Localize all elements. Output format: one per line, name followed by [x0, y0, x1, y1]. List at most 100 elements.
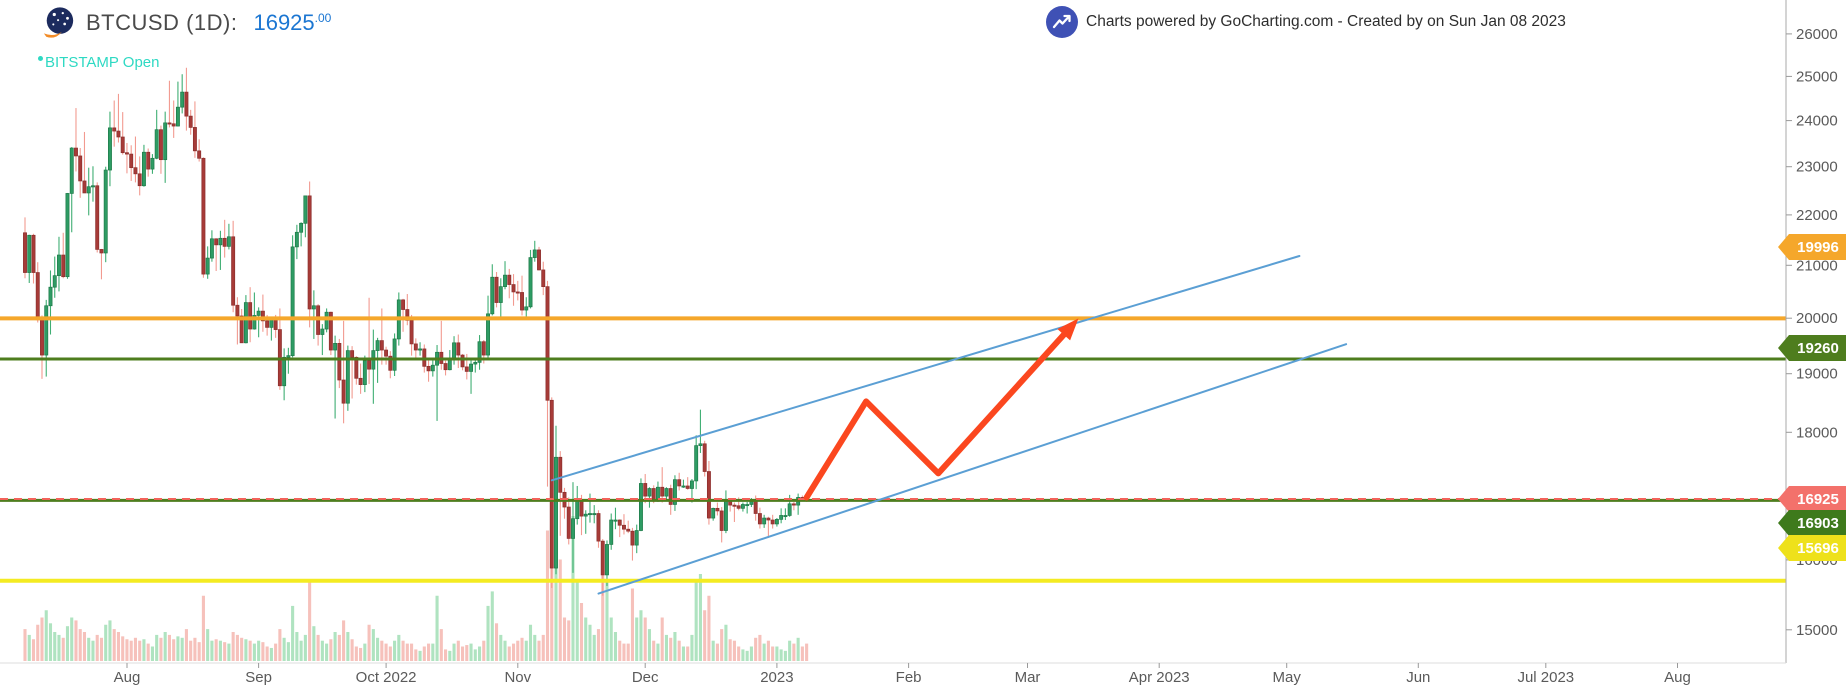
- volume-bar: [146, 643, 150, 661]
- volume-bar: [771, 646, 775, 661]
- x-tick-label: Apr 2023: [1129, 669, 1190, 686]
- volume-bar: [214, 639, 218, 661]
- volume-bar: [133, 637, 137, 661]
- volume-bar: [448, 650, 452, 661]
- volume-bar: [291, 605, 295, 661]
- volume-bar: [380, 640, 384, 661]
- candle-body: [639, 483, 643, 531]
- candle-body: [358, 377, 363, 385]
- volume-bar: [775, 646, 779, 661]
- volume-bar: [193, 637, 197, 661]
- volume-bar: [223, 642, 227, 661]
- volume-bar: [329, 639, 333, 661]
- candle-body: [515, 291, 520, 294]
- volume-bar: [350, 639, 354, 661]
- price-tag-16925: [1778, 486, 1846, 512]
- candle-body: [243, 302, 248, 344]
- candle-body: [528, 257, 533, 308]
- candle-body: [711, 507, 716, 519]
- volume-bar: [439, 629, 443, 661]
- x-tick-label: May: [1273, 669, 1302, 686]
- volume-bar: [274, 643, 278, 661]
- candle-body: [486, 313, 490, 356]
- candle-body: [685, 485, 690, 489]
- y-tick-label: 26000: [1796, 26, 1838, 43]
- volume-bar: [639, 610, 643, 661]
- candle-body: [668, 488, 673, 505]
- y-tick-label: 22000: [1796, 207, 1838, 224]
- volume-bar: [138, 640, 142, 661]
- volume-bar: [605, 581, 609, 661]
- candle-body: [95, 185, 100, 250]
- volume-bar: [53, 632, 57, 661]
- candle-body: [418, 348, 423, 351]
- volume-bar: [163, 632, 167, 661]
- x-tick-label: Aug: [114, 669, 141, 686]
- candle-body: [27, 234, 32, 273]
- exchange-status: BITSTAMP Open: [38, 54, 160, 71]
- volume-bar: [295, 632, 299, 661]
- volume-bar: [87, 637, 91, 661]
- candle-body: [706, 471, 711, 519]
- trending-up-icon: [1046, 6, 1078, 38]
- candle-body: [265, 320, 270, 328]
- volume-bar: [707, 595, 711, 661]
- price-tag-label: 16903: [1797, 515, 1839, 532]
- volume-bar: [197, 642, 201, 661]
- y-tick-label: 23000: [1796, 159, 1838, 176]
- candle-body: [252, 315, 257, 330]
- y-tick-label: 25000: [1796, 68, 1838, 85]
- candle-body: [354, 356, 359, 379]
- volume-bar: [44, 610, 48, 661]
- volume-bar: [265, 646, 269, 661]
- volume-bar: [579, 603, 584, 661]
- volume-bar: [460, 646, 465, 661]
- volume-bar: [261, 642, 265, 661]
- candle-body: [643, 483, 648, 497]
- volume-bar: [99, 637, 104, 661]
- candle-body: [430, 364, 435, 372]
- trend-channel-layer: [550, 255, 1348, 595]
- x-tick-label: Oct 2022: [356, 669, 417, 686]
- candle-body: [124, 152, 129, 155]
- candle-body: [481, 341, 486, 356]
- volume-bar: [720, 629, 724, 661]
- price-tag-label: 19996: [1797, 239, 1839, 256]
- volume-bar: [558, 559, 562, 661]
- y-tick-label: 24000: [1796, 113, 1838, 130]
- candle-body: [698, 443, 703, 446]
- volume-bar: [70, 617, 74, 661]
- candle-body: [592, 513, 597, 516]
- candle-body: [23, 232, 27, 273]
- volume-bar: [635, 617, 639, 661]
- candle-body: [605, 544, 609, 576]
- volume-bar: [779, 649, 783, 661]
- volume-bar: [384, 643, 388, 661]
- candle-body: [311, 305, 316, 310]
- volume-bar: [533, 634, 537, 661]
- volume-bar: [159, 637, 163, 661]
- candle-body: [736, 505, 741, 509]
- volume-bar: [346, 632, 350, 661]
- volume-bar: [129, 640, 133, 661]
- volume-bar: [316, 634, 320, 661]
- candle-body: [133, 167, 138, 175]
- symbol-label: BTCUSD (1D):: [86, 10, 237, 36]
- volume-bar: [65, 626, 70, 661]
- candle-body: [613, 519, 618, 522]
- volume-bar: [456, 640, 460, 661]
- volume-bar: [184, 629, 188, 661]
- candle-body: [447, 358, 452, 371]
- candle-body: [40, 319, 44, 356]
- volume-bar: [303, 634, 307, 661]
- candle-body: [337, 343, 342, 381]
- volume-bar: [48, 623, 53, 661]
- candle-body: [303, 195, 308, 224]
- candle-body: [694, 445, 699, 482]
- symbol-timeframe: (1D):: [186, 10, 238, 35]
- volume-bar: [431, 643, 435, 661]
- candle-body: [175, 106, 180, 127]
- candle-body: [524, 306, 529, 311]
- projection-arrowhead-icon: [1057, 318, 1079, 341]
